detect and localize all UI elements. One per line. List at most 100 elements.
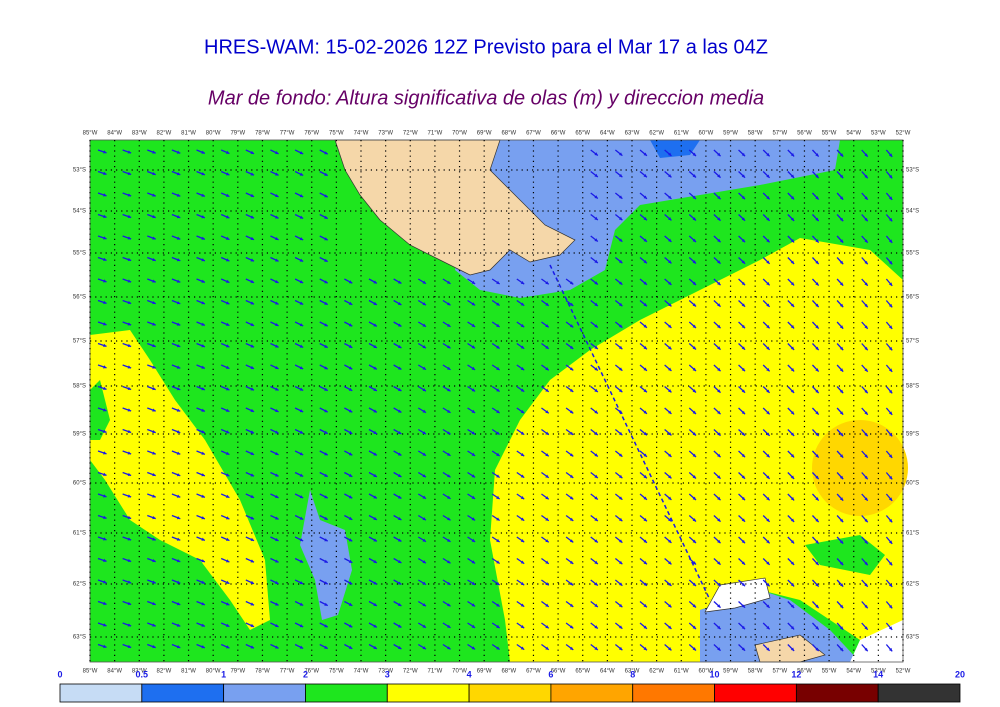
wave-arrow-head <box>692 496 697 500</box>
wave-arrow-head <box>717 539 721 544</box>
wave-arrow-head <box>275 193 279 198</box>
wave-arrow-head <box>741 518 746 522</box>
wave-arrow-head <box>103 429 107 433</box>
wave-arrow-head <box>569 431 574 435</box>
lon-label: 77°W <box>280 131 295 137</box>
wave-arrow-head <box>176 236 181 240</box>
wave-arrow-head <box>201 301 205 305</box>
wave-arrow-head <box>275 387 279 391</box>
wave-arrow-head <box>299 323 304 327</box>
wave-arrow-head <box>888 411 893 415</box>
wave-arrow-head <box>741 281 746 286</box>
lon-label: 58°W <box>748 131 763 137</box>
wave-arrow-head <box>717 432 721 436</box>
wave-arrow-head <box>324 624 328 628</box>
wave-arrow-head <box>324 194 328 198</box>
wave-arrow-head <box>618 345 623 350</box>
wave-arrow-head <box>152 515 156 520</box>
wave-arrow-head <box>324 409 328 413</box>
wave-arrow-head <box>692 432 697 436</box>
colorbar-bin <box>141 683 225 703</box>
wave-arrow-head <box>864 518 868 523</box>
wave-arrow-head <box>888 389 893 394</box>
wave-arrow-head <box>225 623 230 627</box>
wave-arrow-head <box>790 260 795 264</box>
wave-arrow-head <box>422 345 426 349</box>
wave-arrow-head <box>471 538 476 542</box>
lon-label: 81°W <box>181 669 196 675</box>
wave-arrow-head <box>299 215 304 219</box>
wave-arrow-head <box>741 647 746 651</box>
wave-arrow-head <box>888 346 893 351</box>
wave-arrow-head <box>692 346 697 350</box>
wave-arrow-head <box>250 473 255 477</box>
wave-arrow-head <box>643 238 647 242</box>
wave-arrow-head <box>717 475 721 479</box>
wave-arrow-head <box>888 626 893 630</box>
wave-arrow-head <box>250 580 255 584</box>
wave-arrow-head <box>790 647 795 651</box>
wave-arrow-head <box>815 411 819 415</box>
wave-arrow-head <box>447 452 451 456</box>
wave-arrow-head <box>545 496 549 500</box>
wave-arrow-head <box>668 625 672 629</box>
wave-arrow-head <box>275 451 279 456</box>
wave-arrow-head <box>201 602 205 606</box>
wave-arrow-head <box>225 408 230 412</box>
wave-arrow-head <box>324 559 328 563</box>
wave-arrow-head <box>422 388 426 392</box>
colorbar-bin <box>468 683 552 703</box>
wave-arrow-head <box>643 453 647 457</box>
lat-label: 57°S <box>73 339 86 345</box>
wave-arrow-head <box>766 625 770 630</box>
wave-arrow-head <box>324 366 328 370</box>
wave-arrow-head <box>864 432 868 437</box>
wave-arrow-head <box>348 473 353 477</box>
wave-arrow-head <box>864 497 868 501</box>
wave-arrow-head <box>766 389 770 393</box>
wave-arrow-head <box>741 260 746 264</box>
wave-arrow-head <box>348 323 353 327</box>
lon-label: 79°W <box>230 131 245 137</box>
wave-arrow-head <box>201 344 205 348</box>
lon-label: 73°W <box>378 131 393 137</box>
wave-arrow-head <box>864 368 868 372</box>
wave-arrow-head <box>348 516 353 520</box>
wave-arrow-head <box>397 452 402 456</box>
wave-arrow-head <box>471 474 476 478</box>
wave-arrow-head <box>397 345 402 348</box>
wave-arrow-head <box>643 216 647 221</box>
wave-arrow-head <box>225 322 230 326</box>
wave-arrow-head <box>741 238 746 243</box>
wave-arrow-head <box>618 259 623 264</box>
wave-arrow-head <box>275 408 279 413</box>
wave-arrow-head <box>299 344 304 348</box>
wave-arrow-head <box>103 451 107 455</box>
wave-arrow-head <box>299 538 304 542</box>
wave-arrow-head <box>422 603 426 607</box>
lat-label: 61°S <box>73 531 86 537</box>
lat-label: 55°S <box>73 251 86 257</box>
wave-arrow-head <box>545 388 549 392</box>
wave-arrow-head <box>815 389 819 394</box>
lon-label: 52°W <box>896 131 911 137</box>
lat-label: 53°S <box>906 168 919 174</box>
wave-arrow-head <box>103 236 107 240</box>
wave-arrow-head <box>201 322 205 326</box>
wave-arrow-head <box>373 409 377 413</box>
wave-arrow-head <box>447 409 451 413</box>
wave-arrow-head <box>201 537 205 541</box>
wave-arrow-head <box>324 387 328 391</box>
wave-arrow-head <box>790 282 795 286</box>
lon-label: 81°W <box>181 131 196 137</box>
wave-arrow-head <box>594 388 598 393</box>
wave-arrow-head <box>594 324 598 328</box>
wave-arrow-head <box>643 431 647 436</box>
wave-arrow-head <box>618 517 623 522</box>
wave-arrow-head <box>766 367 770 372</box>
wave-arrow-head <box>471 431 476 435</box>
wave-arrow-head <box>103 580 107 584</box>
wave-arrow-head <box>176 580 181 584</box>
wave-arrow-head <box>397 302 402 305</box>
title: HRES-WAM: 15-02-2026 12Z Previsto para e… <box>204 36 768 58</box>
